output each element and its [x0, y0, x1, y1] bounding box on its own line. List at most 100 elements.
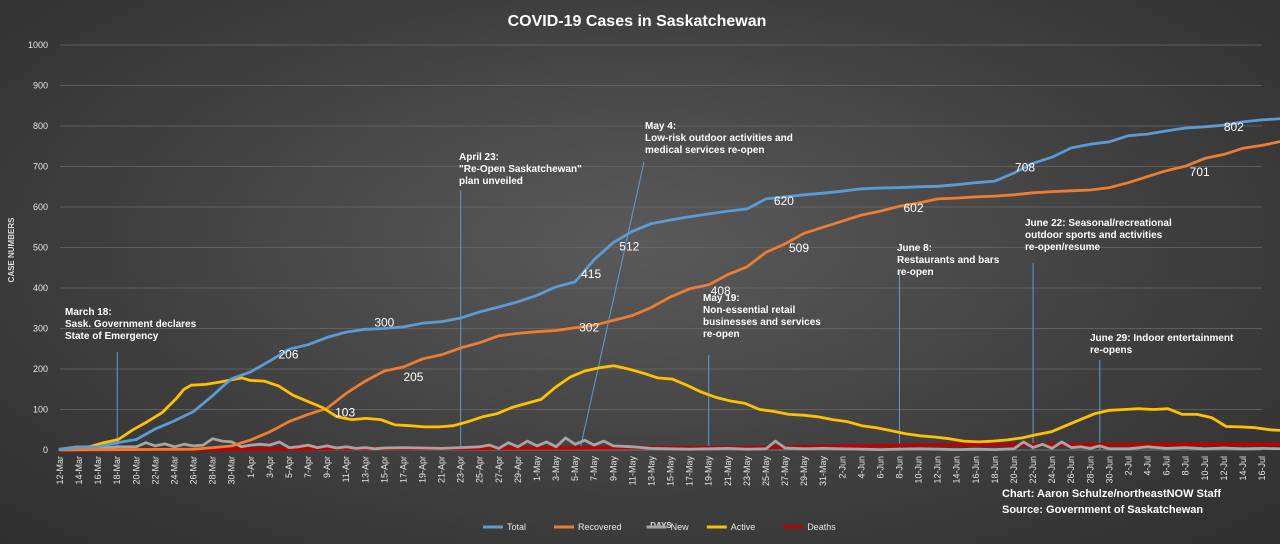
- x-tick-label: 27-May: [780, 456, 790, 487]
- credit-line: Chart: Aaron Schulze/northeastNOW Staff: [1002, 488, 1221, 500]
- y-axis-ticks: 0 100 200 300 400 500 600 700 800 900 1000: [28, 40, 48, 455]
- annotation-text: June 22: Seasonal/recreational outdoor sp…: [1025, 218, 1172, 253]
- x-tick-label: 29-May: [799, 456, 809, 487]
- annotation-line-text: May 19:: [703, 293, 740, 304]
- data-label: 602: [903, 201, 923, 215]
- x-tick-label: 20-Mar: [131, 456, 141, 485]
- data-label: 802: [1224, 120, 1244, 134]
- x-tick-label: 10-Jul: [1200, 456, 1210, 481]
- data-label: 620: [774, 194, 794, 208]
- x-tick-label: 19-Apr: [418, 456, 428, 483]
- x-tick-label: 28-Mar: [208, 456, 218, 485]
- data-label: 300: [374, 316, 394, 330]
- x-tick-label: 7-May: [589, 456, 599, 482]
- x-tick-label: 27-Apr: [494, 456, 504, 483]
- legend-label: Recovered: [578, 522, 622, 532]
- annotation-line-text: June 29: Indoor entertainment: [1090, 333, 1234, 344]
- x-tick-label: 8-Jul: [1181, 456, 1191, 476]
- x-tick-label: 24-Jun: [1047, 456, 1057, 484]
- annotation-line-text: State of Emergency: [65, 331, 159, 342]
- x-tick-label: 6-Jul: [1162, 456, 1172, 476]
- y-tick-label: 700: [33, 162, 48, 172]
- x-tick-label: 5-May: [570, 456, 580, 482]
- x-tick-label: 14-Mar: [74, 456, 84, 485]
- x-tick-label: 16-Jul: [1257, 456, 1267, 481]
- x-tick-label: 18-Jun: [990, 456, 1000, 484]
- annotation-line-text: April 23:: [459, 152, 499, 163]
- x-tick-label: 7-Apr: [303, 456, 313, 478]
- x-tick-label: 19-May: [704, 456, 714, 487]
- x-tick-label: 14-Jul: [1238, 456, 1248, 481]
- y-tick-label: 400: [33, 283, 48, 293]
- annotations: March 18: Sask. Government declares State …: [65, 121, 1234, 356]
- legend-label: Deaths: [807, 522, 836, 532]
- annotation-text: June 8: Restaurants and bars re-open: [897, 243, 1000, 278]
- x-tick-label: 10-Jun: [914, 456, 924, 484]
- data-label: 701: [1190, 165, 1210, 179]
- x-tick-label: 28-Jun: [1085, 456, 1095, 484]
- x-tick-label: 21-Apr: [437, 456, 447, 483]
- x-tick-label: 13-Apr: [360, 456, 370, 483]
- series-line-total: [58, 117, 1280, 451]
- series-lines: [58, 117, 1280, 452]
- annotation-line-text: Low-risk outdoor activities and: [645, 133, 793, 144]
- x-tick-label: 31-May: [818, 456, 828, 487]
- legend-label: Total: [507, 522, 526, 532]
- x-tick-label: 24-Mar: [169, 456, 179, 485]
- data-label: 302: [579, 321, 599, 335]
- annotation-line-text: Restaurants and bars: [897, 255, 1000, 266]
- x-tick-label: 23-Apr: [456, 456, 466, 483]
- x-tick-label: 1-May: [532, 456, 542, 482]
- series-line-recovered: [58, 140, 1280, 452]
- data-label: 206: [278, 348, 298, 362]
- x-tick-label: 9-May: [608, 456, 618, 482]
- data-label: 509: [789, 241, 809, 255]
- x-tick-label: 2-Jul: [1123, 456, 1133, 476]
- annotation-line-text: businesses and services: [703, 317, 821, 328]
- y-tick-label: 1000: [28, 40, 48, 50]
- x-tick-label: 12-Mar: [55, 456, 65, 485]
- legend-label: Active: [731, 522, 756, 532]
- y-tick-label: 0: [43, 445, 48, 455]
- x-tick-label: 11-Apr: [341, 456, 351, 482]
- annotation-line-text: re-open: [897, 267, 934, 278]
- credits: Chart: Aaron Schulze/northeastNOW Staff S…: [1002, 488, 1221, 516]
- annotation-line-text: Sask. Government declares: [65, 319, 197, 330]
- x-tick-label: 26-Mar: [189, 456, 199, 485]
- data-label: 512: [619, 240, 639, 254]
- y-tick-label: 900: [33, 81, 48, 91]
- series-line-active: [58, 364, 1280, 451]
- x-tick-label: 22-Jun: [1028, 456, 1038, 484]
- annotation-line-text: re-opens: [1090, 345, 1133, 356]
- annotation-line-text: medical services re-open: [645, 145, 765, 156]
- y-tick-label: 200: [33, 364, 48, 374]
- x-tick-label: 9-Apr: [322, 456, 332, 478]
- x-tick-label: 2-Jun: [837, 456, 847, 479]
- annotation-line: [579, 161, 645, 451]
- x-tick-label: 1-Apr: [246, 456, 256, 478]
- grid: [60, 44, 1262, 451]
- data-label: 103: [335, 405, 355, 419]
- annotation-line-text: outdoor sports and activities: [1025, 230, 1163, 241]
- x-tick-label: 20-Jun: [1009, 456, 1019, 484]
- x-tick-label: 18-Mar: [112, 456, 122, 485]
- chart-title: COVID-19 Cases in Saskatchewan: [508, 13, 767, 30]
- x-tick-label: 8-Jun: [894, 456, 904, 479]
- x-tick-label: 4-Jul: [1143, 456, 1153, 476]
- x-tick-label: 12-Jul: [1219, 456, 1229, 481]
- x-tick-label: 3-Apr: [265, 456, 275, 478]
- x-tick-label: 30-Mar: [227, 456, 237, 485]
- x-tick-label: 16-Mar: [93, 456, 103, 485]
- annotation-text: June 29: Indoor entertainment re-opens: [1090, 333, 1234, 356]
- x-tick-label: 11-May: [627, 456, 637, 486]
- legend-label: New: [671, 522, 690, 532]
- x-tick-label: 29-Apr: [513, 456, 523, 483]
- legend: Total Recovered New Active Deaths: [483, 522, 836, 532]
- x-tick-label: 5-Apr: [284, 456, 294, 478]
- data-label: 415: [581, 267, 601, 281]
- y-tick-label: 500: [33, 243, 48, 253]
- x-tick-label: 14-Jun: [952, 456, 962, 484]
- x-tick-label: 12-Jun: [933, 456, 943, 484]
- series-line-new: [58, 436, 1280, 451]
- annotation-line-text: March 18:: [65, 307, 112, 318]
